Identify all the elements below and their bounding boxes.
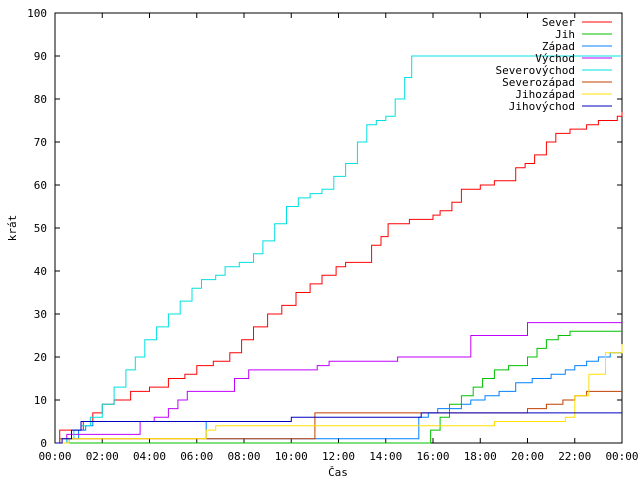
x-tick-label: 12:00 [322, 450, 355, 463]
legend-label-jihovychod: Jihovýchod [509, 100, 575, 113]
y-tick-label: 60 [34, 179, 47, 192]
series-line-jihozapad [55, 344, 623, 444]
x-tick-label: 00:00 [605, 450, 638, 463]
series-lines [55, 55, 623, 444]
x-tick-label: 20:00 [511, 450, 544, 463]
series-line-sever [55, 111, 623, 444]
y-axis-label: krát [6, 215, 19, 242]
y-tick-label: 100 [27, 7, 47, 20]
legend-label-zapad: Západ [542, 40, 575, 53]
x-tick-label: 18:00 [464, 450, 497, 463]
x-tick-label: 04:00 [133, 450, 166, 463]
series-line-severovychod [55, 55, 622, 444]
series-line-jih [55, 330, 622, 444]
legend-label-severovychod: Severovýchod [496, 64, 575, 77]
y-tick-label: 80 [34, 93, 47, 106]
y-tick-label: 0 [40, 437, 47, 450]
legend-label-jihozapad: Jihozápad [515, 88, 575, 101]
y-tick-label: 90 [34, 50, 47, 63]
x-tick-label: 00:00 [38, 450, 71, 463]
x-tick-label: 08:00 [227, 450, 260, 463]
series-line-vychod [55, 322, 622, 444]
legend-label-sever: Sever [542, 16, 575, 29]
x-tick-label: 22:00 [558, 450, 591, 463]
y-tick-label: 70 [34, 136, 47, 149]
y-tick-label: 10 [34, 394, 47, 407]
legend-label-jih: Jih [555, 28, 575, 41]
y-tick-label: 50 [34, 222, 47, 235]
tick-labels: 0 10 20 30 40 50 60 70 80 90 100 00:00 02:00 04:00 06:… [27, 7, 638, 463]
y-tick-label: 20 [34, 351, 47, 364]
x-tick-label: 06:00 [180, 450, 213, 463]
legend-label-vychod: Východ [535, 52, 575, 65]
x-tick-label: 14:00 [369, 450, 402, 463]
x-tick-label: 16:00 [416, 450, 449, 463]
legend-label-severozapad: Severozápad [502, 76, 575, 89]
y-tick-label: 40 [34, 265, 47, 278]
x-axis-label: Čas [328, 466, 348, 479]
x-tick-label: 10:00 [275, 450, 308, 463]
legend: SeverJihZápadVýchodSeverovýchodSeverozáp… [496, 16, 612, 113]
axis-ticks [54, 12, 623, 444]
x-tick-label: 02:00 [86, 450, 119, 463]
series-line-jihovychod [55, 412, 622, 444]
y-tick-label: 30 [34, 308, 47, 321]
